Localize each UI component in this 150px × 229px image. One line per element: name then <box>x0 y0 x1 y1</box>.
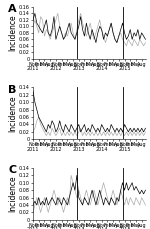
Y-axis label: Incidence: Incidence <box>8 95 17 132</box>
Y-axis label: Incidence: Incidence <box>8 14 17 51</box>
Text: C: C <box>8 165 16 175</box>
Text: B: B <box>8 85 17 95</box>
Y-axis label: Incidence: Incidence <box>8 176 17 212</box>
Text: A: A <box>8 4 17 14</box>
